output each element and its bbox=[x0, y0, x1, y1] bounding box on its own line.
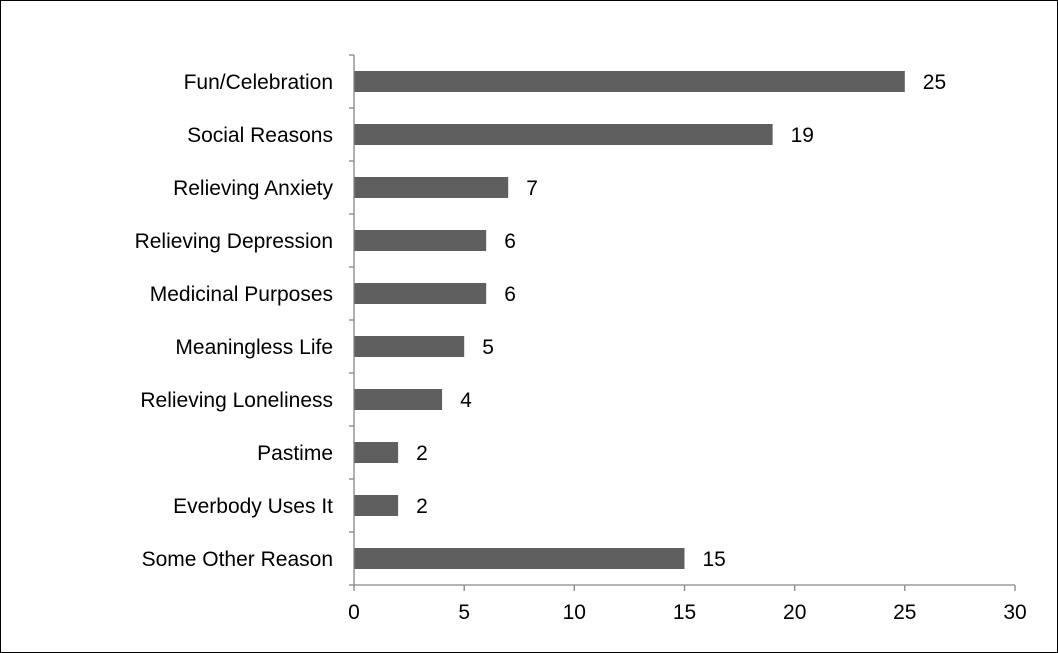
bar bbox=[354, 71, 905, 92]
bar bbox=[354, 177, 509, 198]
x-tick-label: 20 bbox=[783, 601, 806, 624]
category-label: Medicinal Purposes bbox=[150, 283, 333, 306]
bar bbox=[354, 389, 443, 410]
category-label: Some Other Reason bbox=[142, 548, 333, 571]
category-label: Relieving Anxiety bbox=[173, 177, 333, 200]
bar bbox=[354, 548, 685, 569]
bar bbox=[354, 283, 487, 304]
bar bbox=[354, 442, 399, 463]
value-label: 2 bbox=[416, 495, 428, 518]
value-label: 5 bbox=[482, 336, 494, 359]
value-label: 25 bbox=[923, 71, 946, 94]
value-label: 6 bbox=[504, 283, 516, 306]
category-label: Social Reasons bbox=[187, 124, 333, 147]
category-label: Relieving Loneliness bbox=[140, 389, 333, 412]
value-label: 19 bbox=[791, 124, 814, 147]
x-tick-label: 10 bbox=[563, 601, 586, 624]
category-label: Relieving Depression bbox=[135, 230, 333, 253]
x-tick-label: 25 bbox=[893, 601, 916, 624]
category-label: Meaningless Life bbox=[175, 336, 333, 359]
bars-layer bbox=[354, 71, 905, 569]
x-tick-label: 0 bbox=[348, 601, 360, 624]
value-label: 4 bbox=[460, 389, 472, 412]
bar bbox=[354, 495, 399, 516]
value-label: 2 bbox=[416, 442, 428, 465]
category-label: Fun/Celebration bbox=[184, 71, 333, 94]
category-label: Everbody Uses It bbox=[173, 495, 333, 518]
bar bbox=[354, 230, 487, 251]
value-label: 15 bbox=[703, 548, 726, 571]
value-label: 6 bbox=[504, 230, 516, 253]
value-label: 7 bbox=[526, 177, 538, 200]
x-tick-label: 30 bbox=[1003, 601, 1026, 624]
axis-layer bbox=[349, 54, 1016, 591]
bar bbox=[354, 336, 465, 357]
x-tick-label: 5 bbox=[458, 601, 470, 624]
x-tick-label: 15 bbox=[673, 601, 696, 624]
bar bbox=[354, 124, 773, 145]
category-label: Pastime bbox=[257, 442, 333, 465]
